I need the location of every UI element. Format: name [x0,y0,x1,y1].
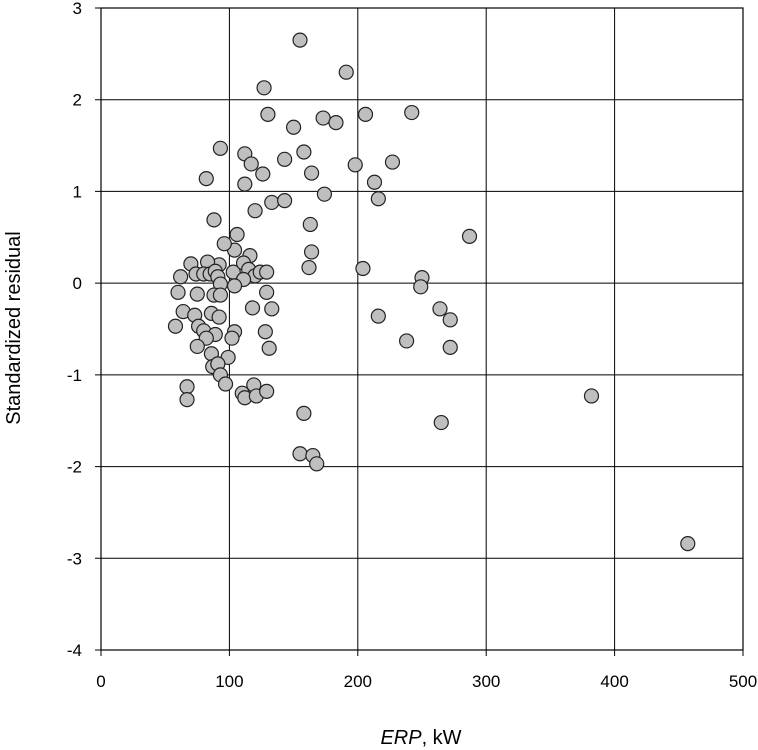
data-point [442,339,458,355]
data-point [256,80,272,96]
data-point [212,140,229,156]
data-point [179,379,195,395]
data-point [229,226,245,243]
x-axis-label-italic: ERP [380,727,422,749]
y-tick-label: 2 [73,91,82,110]
data-point [398,333,415,349]
data-point [260,106,276,122]
data-point [189,338,205,355]
data-point [255,166,271,182]
data-point [261,340,277,356]
data-point [292,446,308,462]
data-point [237,176,253,192]
data-point [179,392,195,408]
x-tick-label: 300 [472,672,500,691]
data-point [259,264,275,280]
data-point [257,324,273,340]
x-tick-label: 0 [96,672,105,691]
data-point [355,260,371,277]
data-point [316,186,333,202]
data-point [211,309,227,325]
data-point [189,286,205,302]
data-point [296,144,312,160]
x-tick-label: 400 [600,672,628,691]
y-tick-label: 0 [73,274,82,293]
data-point [277,151,293,167]
data-point [303,165,320,181]
tick-labels: 0 100 200 300 400 500 3 2 1 0 -1 -2 -3 -4 [67,0,757,691]
data-point [366,174,383,190]
y-tick-label: -2 [67,458,82,477]
data-point [384,154,401,170]
x-axis-label: ERP, kW [380,727,461,749]
y-tick-label: -3 [67,549,82,568]
data-point [170,284,186,300]
data-point [264,301,280,317]
data-point [217,376,234,392]
y-tick-label: -1 [67,366,82,385]
data-point [277,193,293,209]
data-point [301,259,317,276]
data-point [370,191,386,207]
x-tick-label: 200 [344,672,372,691]
data-point [167,318,184,334]
data-point [303,244,320,260]
data-point [357,106,374,122]
grid [95,7,744,656]
data-point [224,330,240,346]
data-point [259,383,275,399]
data-points [167,32,696,552]
data-point [328,115,344,131]
data-point [433,414,449,431]
y-tick-label: 1 [73,182,82,201]
data-point [442,312,458,328]
data-point [216,236,232,252]
data-point [315,110,331,126]
data-point [370,308,386,324]
data-point [247,203,263,219]
data-point [461,228,478,244]
x-axis-label-unit: , kW [422,727,462,749]
data-point [173,269,189,285]
data-point [226,278,243,294]
data-point [286,119,302,135]
data-point [347,157,363,173]
data-point [309,456,325,472]
data-point [292,32,308,48]
data-point [338,64,354,80]
data-point [198,170,214,187]
y-tick-label: -4 [67,641,82,660]
data-point [302,216,318,233]
data-point [583,388,600,404]
data-point [244,300,261,316]
data-point [432,301,448,317]
data-point [404,104,420,121]
data-point [259,284,275,300]
data-point [212,287,229,303]
data-point [264,194,280,211]
data-point [206,212,222,228]
x-tick-label: 100 [215,672,243,691]
data-point [296,405,312,421]
data-point [413,279,429,295]
x-tick-label: 500 [729,672,757,691]
y-axis-label: Standardized residual [3,231,25,424]
y-tick-label: 3 [73,0,82,18]
data-point [243,156,259,172]
data-point [680,536,696,552]
